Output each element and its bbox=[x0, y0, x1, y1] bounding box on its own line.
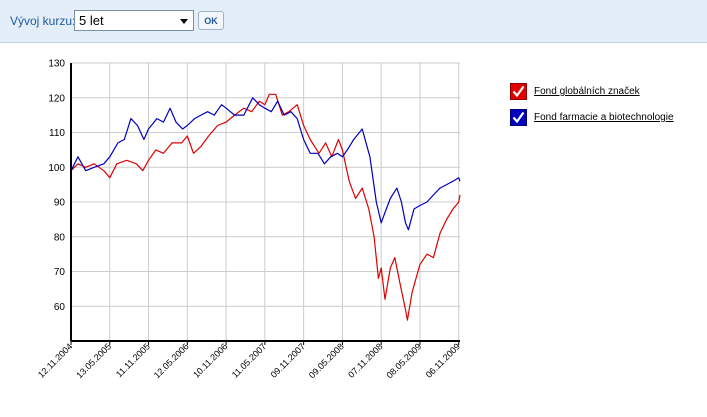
x-tick-label: 06.11.2009 bbox=[424, 341, 462, 379]
y-tick-label: 120 bbox=[48, 93, 65, 104]
x-tick-label: 11.11.2005 bbox=[114, 341, 152, 379]
x-tick-label: 12.11.2004 bbox=[36, 341, 74, 379]
x-tick-label: 09.11.2007 bbox=[269, 341, 307, 379]
period-select-value: 5 let bbox=[79, 13, 104, 28]
y-tick-label: 100 bbox=[48, 163, 65, 174]
period-select[interactable]: 5 let bbox=[74, 10, 194, 31]
legend-label[interactable]: Fond globálních značek bbox=[534, 86, 640, 97]
x-tick-label: 07.11.2008 bbox=[346, 341, 384, 379]
checkbox-checked-icon[interactable] bbox=[510, 83, 527, 100]
x-tick-label: 12.05.2006 bbox=[152, 341, 191, 380]
y-tick-label: 110 bbox=[49, 128, 65, 139]
series-line-blue bbox=[70, 97, 461, 231]
y-tick-label: 80 bbox=[54, 232, 66, 243]
checkbox-checked-icon[interactable] bbox=[510, 109, 527, 126]
y-tick-label: 130 bbox=[48, 59, 65, 70]
ok-button[interactable]: OK bbox=[198, 11, 224, 30]
x-tick-label: 10.11.2006 bbox=[191, 341, 229, 379]
series-line-red bbox=[70, 93, 461, 321]
x-tick-label: 09.05.2008 bbox=[307, 341, 346, 380]
period-label: Vývoj kurzu: bbox=[10, 14, 76, 28]
y-tick-label: 90 bbox=[54, 198, 66, 209]
x-tick-label: 11.05.2007 bbox=[230, 341, 268, 379]
toolbar: Vývoj kurzu: 5 let OK bbox=[0, 0, 707, 43]
x-tick-label: 08.05.2009 bbox=[384, 341, 423, 380]
chevron-down-icon[interactable] bbox=[180, 19, 188, 24]
y-tick-label: 70 bbox=[54, 267, 66, 278]
price-chart: 130 120 110 100 90 80 70 60 12.11.2004 13.05.2005… bbox=[36, 59, 462, 381]
legend-label[interactable]: Fond farmacie a biotechnologie bbox=[534, 112, 674, 123]
y-tick-label: 60 bbox=[54, 302, 66, 313]
x-tick-label: 13.05.2005 bbox=[74, 341, 113, 380]
